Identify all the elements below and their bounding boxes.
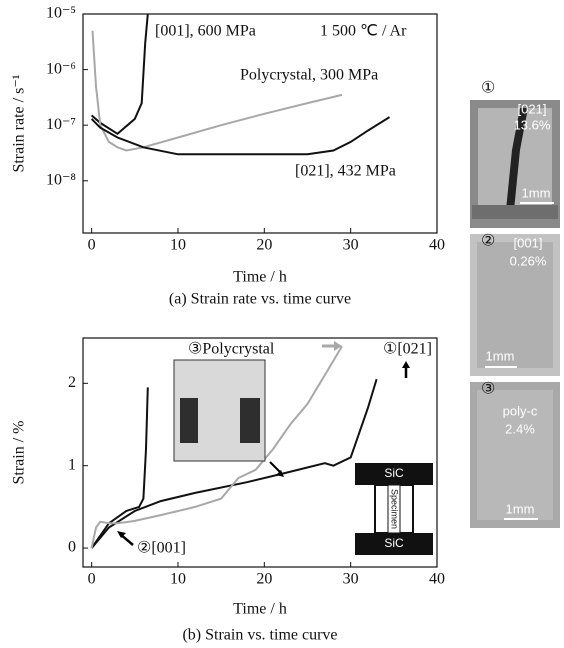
chart-title: (b) Strain vs. time curve [182,627,337,644]
x-axis-label: Time / h [233,269,287,286]
series-label: ①[021] [383,341,432,358]
x-tick-label: 20 [256,571,272,588]
series-line [93,31,343,151]
x-tick-label: 0 [88,237,96,254]
schematic-label: SiC [384,536,404,550]
series-label: ③Polycrystal [188,341,275,358]
x-axis-label: Time / h [233,601,287,618]
inset-grip [180,398,198,443]
y-axis-label: Strain rate / s⁻¹ [11,74,28,172]
inset-grip [240,398,260,443]
scale-label: 1mm [486,348,515,363]
photo-1: ① [021] 13.6% 1mm [470,80,560,228]
y-tick-label: 10⁻⁷ [46,116,76,133]
scale-label: 1mm [522,185,551,200]
photo-number: ② [481,233,495,250]
x-tick-label: 30 [343,237,359,254]
y-tick-label: 10⁻⁶ [46,60,76,77]
y-tick-label: 1 [68,456,76,473]
y-tick-label: 10⁻⁵ [46,5,76,22]
series-label: Polycrystal, 300 MPa [240,67,378,84]
photo-label: 0.26% [510,253,547,268]
series-label: [001], 600 MPa [155,23,256,40]
schematic: SiC SiC Specimen [355,463,433,555]
x-tick-label: 40 [429,571,445,588]
annotation: 1 500 ℃ / Ar [320,23,407,40]
x-tick-label: 20 [256,237,272,254]
photo-label: poly-c [503,403,538,418]
series-label: ②[001] [137,540,186,557]
page: 010203040012②[001]①[021]③PolycrystalTime… [0,0,564,648]
photo-label: 13.6% [514,117,551,132]
x-tick-label: 0 [88,571,96,588]
photo-3: ③ poly-c 2.4% 1mm [470,381,560,528]
chart-title: (a) Strain rate vs. time curve [169,291,351,308]
y-tick-label: 10⁻⁸ [46,171,76,188]
arrow-head [402,361,410,368]
x-tick-label: 30 [343,571,359,588]
y-tick-label: 2 [68,374,76,391]
photo-label: [001] [514,235,543,250]
grip [472,205,558,219]
y-axis-label: Strain / % [11,421,28,485]
x-tick-label: 40 [429,237,445,254]
scale-label: 1mm [506,501,535,516]
schematic-label: SiC [384,466,404,480]
chart: 0 10 20 30 40 10⁻⁵ 10⁻⁶ 10⁻⁷ 10⁻⁸ [001], 600 MPa P… [11,5,445,308]
photo-number: ③ [481,381,495,398]
photo-2: ② [001] 0.26% 1mm [470,233,560,376]
series-label: [021], 432 MPa [295,163,396,180]
photo-label: 2.4% [505,421,535,436]
x-tick-label: 10 [170,237,186,254]
y-tick-label: 0 [68,539,76,556]
x-tick-label: 10 [170,571,186,588]
plot-frame [83,14,437,233]
photo-number: ① [481,80,495,97]
schematic-label: Specimen [390,489,400,529]
figure: 010203040012②[001]①[021]③PolycrystalTime… [0,0,564,648]
photo-label: [021] [518,101,547,116]
inset-image [174,360,265,461]
